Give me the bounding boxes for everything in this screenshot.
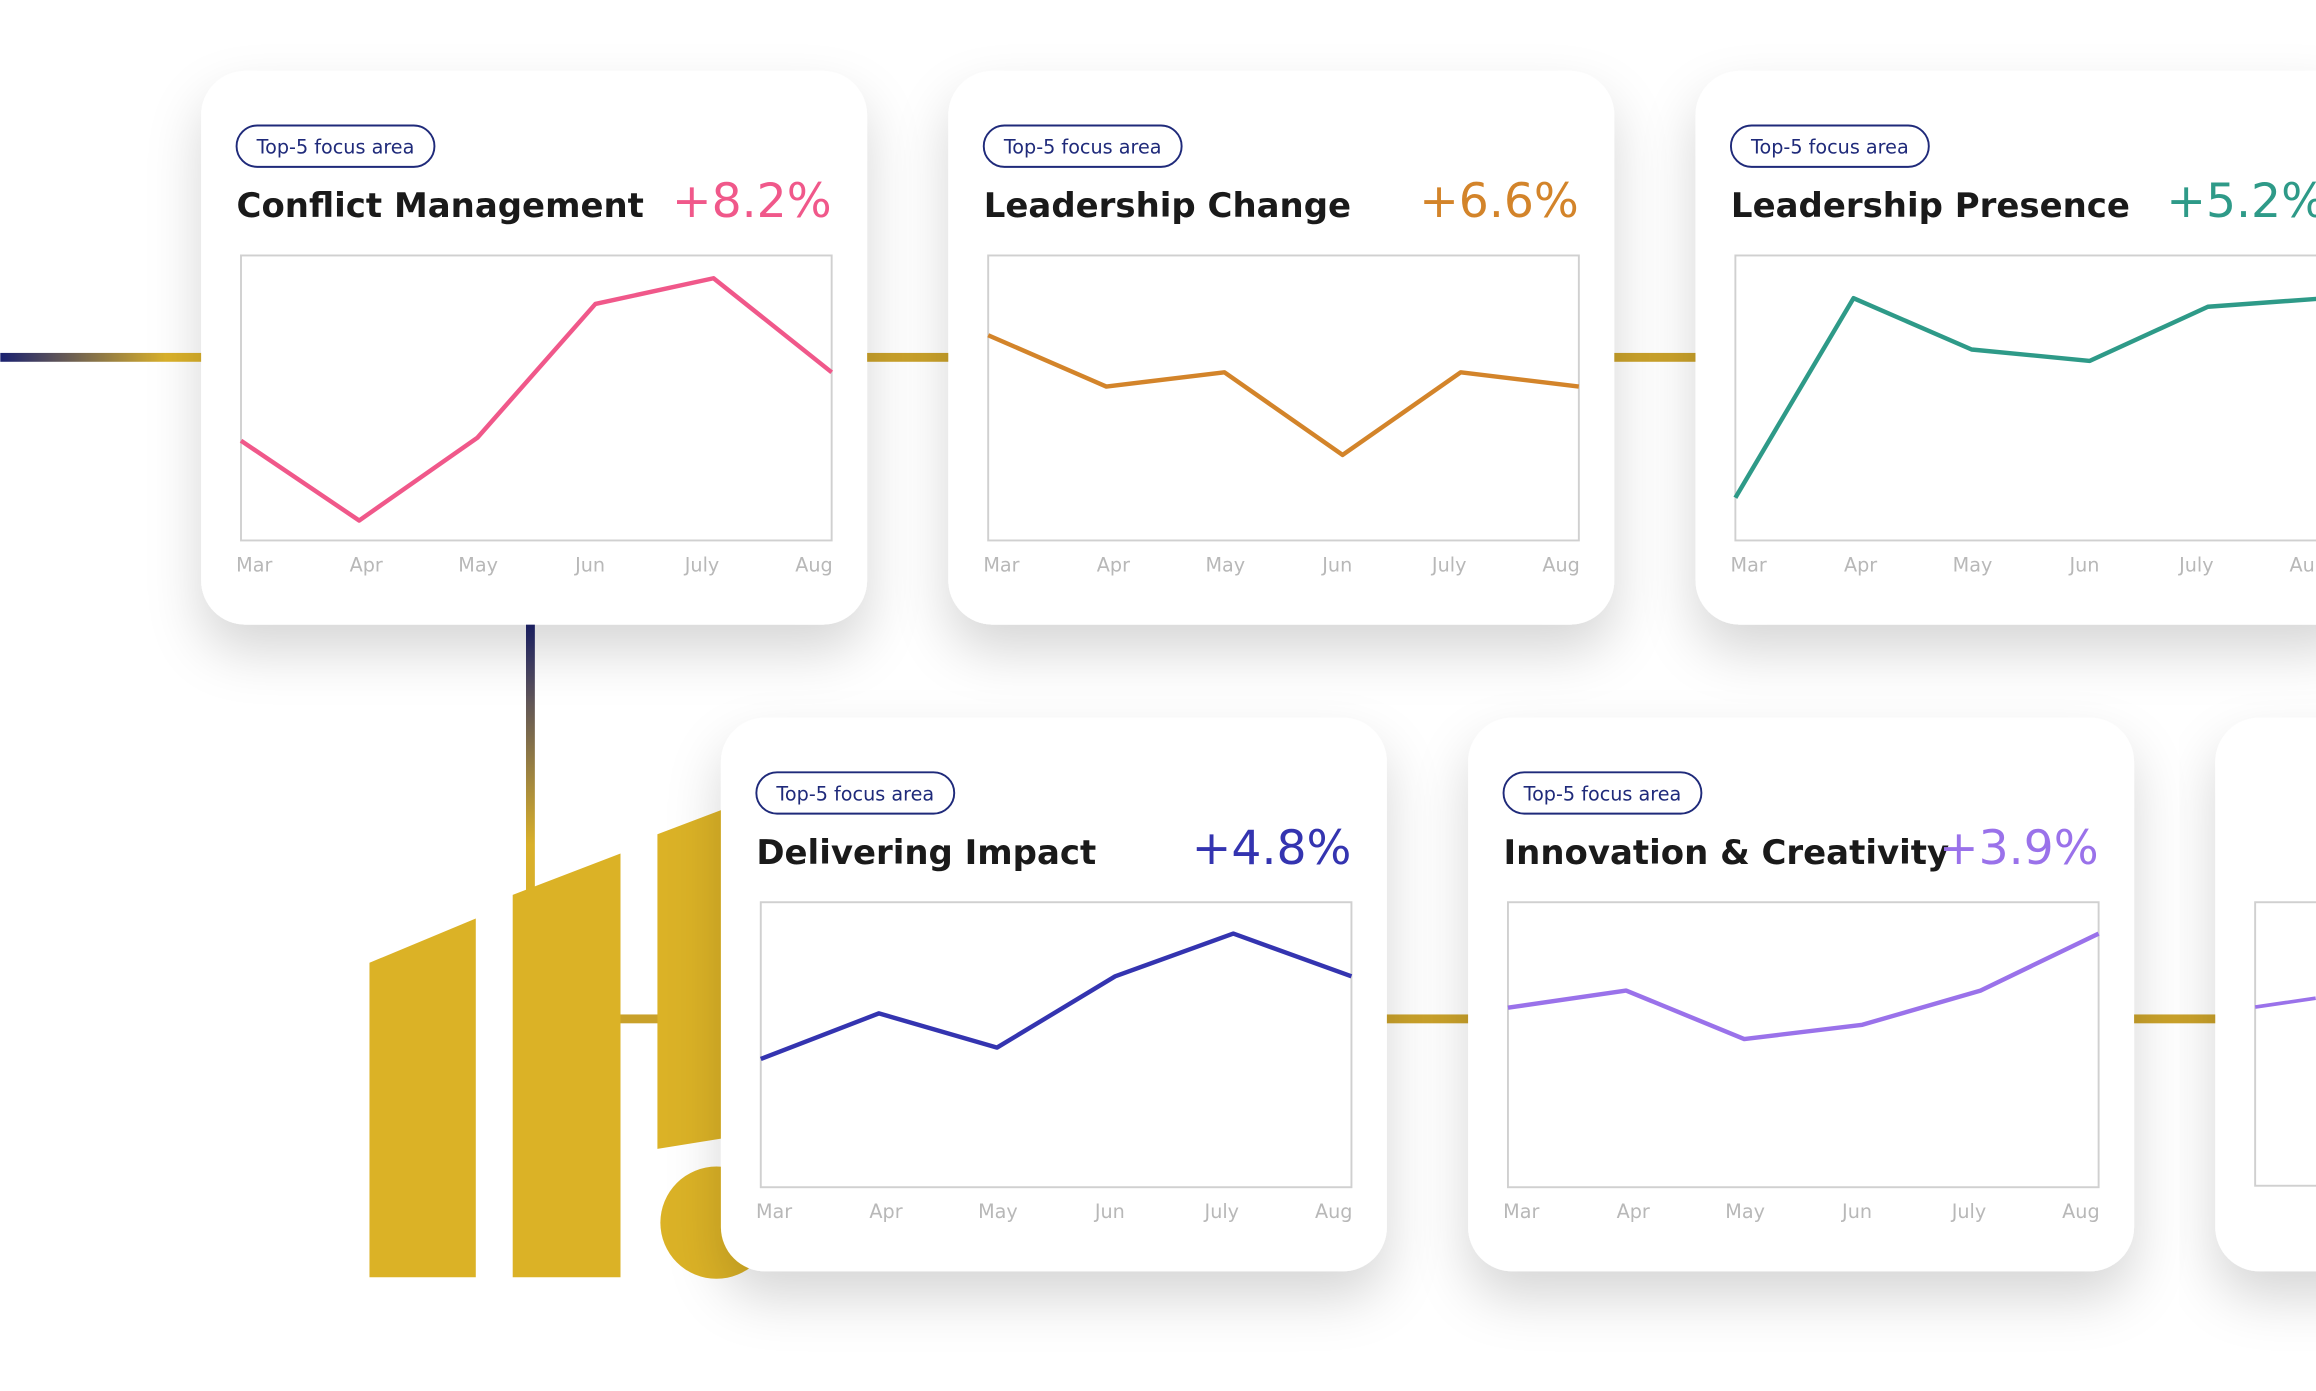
x-tick-label: July (2178, 553, 2214, 576)
x-tick-label: May (978, 1200, 1018, 1223)
x-tick-label: Apr (350, 553, 383, 576)
x-tick-label: Aug (2062, 1200, 2099, 1223)
badge (235, 124, 436, 168)
card-bg (720, 717, 1387, 1272)
x-tick-label: Mar (236, 553, 272, 576)
card-title: Leadership Change (984, 186, 1351, 226)
x-tick-label: Apr (869, 1200, 902, 1223)
x-tick-label: Aug (795, 553, 832, 576)
card-bg (1695, 70, 2316, 625)
badge-text: Top-5 focus area (775, 782, 934, 805)
line (987, 333, 1580, 458)
change: +4.8% (1192, 821, 1352, 876)
x-tick-label: July (1951, 1200, 1987, 1223)
change: +8.2% (672, 174, 832, 229)
card-bg (948, 70, 1615, 625)
x-tick-label: May (1205, 553, 1245, 576)
x-tick-label: July (1431, 553, 1467, 576)
line (1733, 295, 2316, 499)
plot-frame (240, 254, 833, 542)
badge-text: Top-5 focus area (1523, 782, 1682, 805)
x-tick-label: Mar (1731, 553, 1767, 576)
badge-text: Top-5 focus area (256, 136, 415, 159)
badge (1502, 771, 1703, 815)
card: Top-5 focus area Delivering Impact +4.8% Ma… (720, 717, 1387, 1272)
badge-text: Top-5 focus area (1750, 136, 1909, 159)
card: Top-5 focus area Leadership Change +6.6% Ma… (948, 70, 1615, 625)
card-bg (1468, 717, 2135, 1272)
x-tick-label: Aug (1542, 553, 1579, 576)
card: Top-5 focus area Leadership Presence +5.2%… (1695, 70, 2316, 625)
card-bg (201, 70, 868, 625)
plot-frame (1507, 901, 2100, 1189)
change: +5.2% (2166, 174, 2316, 229)
x-tick-label: Mar (983, 553, 1019, 576)
card-title: Delivering Impact (756, 833, 1096, 873)
x-tick-label: Apr (1097, 553, 1130, 576)
line (239, 276, 834, 523)
card-title: Innovation & Creativity (1504, 833, 1950, 873)
x-tick-label: Aug (2290, 553, 2316, 576)
x-tick-label: Jun (1841, 1200, 1872, 1223)
card-title: Leadership Presence (1731, 186, 2130, 226)
badge (1729, 124, 1930, 168)
x-tick-label: Apr (1844, 553, 1877, 576)
x-tick-label: Jun (574, 553, 605, 576)
x-tick-label: July (1204, 1200, 1240, 1223)
x-tick-label: Apr (1617, 1200, 1650, 1223)
badge-text: Top-5 focus area (1003, 136, 1162, 159)
plot-frame (987, 254, 1580, 542)
card: Top-5 focus area Conflict Management +8.2%… (201, 70, 868, 625)
x-tick-label: May (1725, 1200, 1765, 1223)
badge (982, 124, 1183, 168)
x-tick-label: May (458, 553, 498, 576)
x-tick-label: Mar (1503, 1200, 1539, 1223)
plot-frame (759, 901, 1353, 1189)
decoration (0, 352, 2316, 1279)
card: Top-5 focus area Innovation & Creativity+… (1468, 717, 2135, 1272)
x-tick-label: Jun (1321, 553, 1352, 576)
x-tick-label: Jun (2068, 553, 2099, 576)
x-tick-label: May (1953, 553, 1993, 576)
x-tick-label: Jun (1094, 1200, 1125, 1223)
x-tick-label: Aug (1315, 1200, 1352, 1223)
line (1507, 931, 2100, 1042)
change: +3.9% (1939, 821, 2099, 876)
plot-frame (1734, 254, 2316, 542)
change: +6.6% (1419, 174, 1579, 229)
badge (755, 771, 956, 815)
card-title: Conflict Management (237, 186, 644, 226)
x-tick-label: Mar (756, 1200, 792, 1223)
line (759, 931, 1353, 1062)
x-tick-label: July (684, 553, 720, 576)
